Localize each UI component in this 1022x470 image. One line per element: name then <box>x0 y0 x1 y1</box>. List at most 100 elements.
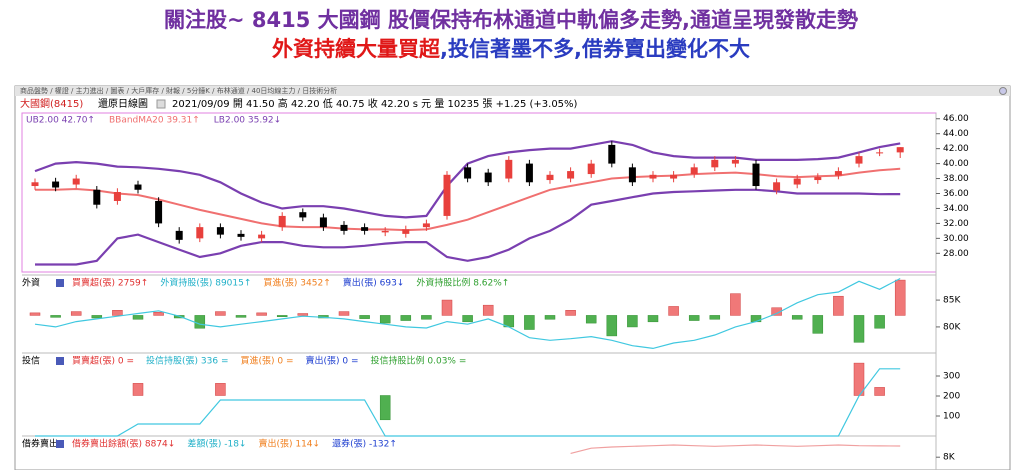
bar <box>627 315 638 328</box>
candle-body <box>113 192 121 201</box>
candle-body <box>773 182 781 191</box>
bar <box>379 315 391 324</box>
headline-2b: ,投信著墨不多,借券賣出變化不大 <box>440 37 750 61</box>
candle-body <box>567 171 575 179</box>
quote: 2021/09/09 開 41.50 高 42.20 低 40.75 收 42.… <box>172 97 578 110</box>
bar <box>668 306 679 316</box>
toggle[interactable] <box>156 99 166 109</box>
bar <box>874 387 885 396</box>
legend-entry: 賣出(張) 0 = <box>306 355 359 367</box>
bar <box>276 315 288 317</box>
bar <box>132 383 144 396</box>
y-tick-label: 44.00 <box>943 129 969 139</box>
y-tick-label: 100 <box>943 412 960 422</box>
candle-body <box>711 159 719 168</box>
legend-entry: 差額(張) -18↓ <box>187 438 246 450</box>
candle-body <box>649 174 657 179</box>
headline-2a: 外資持續大量買超 <box>272 37 441 61</box>
panel-label: 借券賣出 <box>22 438 58 450</box>
headline-2: 外資持續大量買超,投信著墨不多,借券賣出變化不大 <box>272 37 750 61</box>
line <box>34 277 901 350</box>
bar <box>730 293 741 316</box>
close-button[interactable] <box>999 87 1007 95</box>
candle-body <box>464 167 472 179</box>
legend-entry: 買賣超(張) 2759↑ <box>72 277 148 289</box>
legend-entry: 賣出(張) 114↓ <box>258 438 320 450</box>
bar <box>833 295 844 316</box>
bar <box>153 311 164 316</box>
bar <box>853 315 865 343</box>
y-tick-label: 34.00 <box>943 204 969 214</box>
legend-entry: 還券(張) -132↑ <box>332 438 397 450</box>
candle-body <box>93 189 101 205</box>
candle-body <box>216 227 224 235</box>
chart-kind[interactable]: 還原日線圖 <box>98 97 148 110</box>
candle-body <box>608 144 616 164</box>
candle-body <box>299 212 307 218</box>
candle-body <box>731 159 739 164</box>
legend-entry: 投信持股比例 0.03% = <box>371 355 467 367</box>
bar <box>91 315 103 319</box>
bar <box>441 299 453 316</box>
bar <box>812 315 824 334</box>
line <box>570 444 901 454</box>
y-tick-label: 38.00 <box>943 174 969 184</box>
candle-body <box>196 227 204 239</box>
candle-body <box>134 184 142 190</box>
bar <box>544 315 556 320</box>
candle-body <box>628 167 636 183</box>
legend-entry: UB2.00 42.70↑ <box>26 116 95 126</box>
y-tick-label: 300 <box>943 372 960 382</box>
bar <box>50 315 61 318</box>
bar <box>359 315 370 319</box>
candle-body <box>72 178 80 185</box>
candle-body <box>278 215 286 228</box>
candle-body <box>340 224 348 231</box>
candle-body <box>258 234 266 239</box>
panel-icon <box>56 440 64 448</box>
tabs[interactable]: 商品盤勢 / 權證 / 主力進出 / 圖表 / 大戶庫存 / 財報 / 5分鐘K… <box>20 86 337 95</box>
legend-entry: 投信持股(張) 336 = <box>146 355 228 367</box>
legend-entry: 買進(張) 0 = <box>240 355 293 367</box>
candle-body <box>52 181 60 188</box>
y-tick-label: 46.00 <box>943 114 969 124</box>
candle-body <box>381 230 389 233</box>
bar <box>29 312 41 316</box>
line <box>35 368 901 437</box>
y-tick-label: 40.00 <box>943 159 969 169</box>
candle-body <box>422 223 430 228</box>
panel-icon <box>56 279 64 287</box>
legend-entry: 賣出(張) 693↓ <box>343 277 405 289</box>
bar <box>256 312 267 316</box>
y-tick-label: 200 <box>943 392 960 402</box>
bar <box>297 313 309 316</box>
window <box>14 85 1011 470</box>
bar <box>585 315 597 324</box>
line <box>35 188 901 266</box>
candle-body <box>525 163 533 183</box>
candle-body <box>896 147 904 153</box>
candle-body <box>443 174 451 216</box>
panel-icon <box>56 357 64 365</box>
candle-body <box>155 200 163 224</box>
candle-body <box>670 174 678 179</box>
candle-body <box>546 174 554 181</box>
panel-label: 外資 <box>22 277 40 289</box>
bar <box>462 315 473 323</box>
bar <box>194 315 206 329</box>
candle-body <box>237 233 245 237</box>
legend-entry: LB2.00 35.92↓ <box>214 116 281 126</box>
bar <box>379 395 391 421</box>
panel-label: 投信 <box>22 355 40 367</box>
bar <box>791 315 803 320</box>
candle-body <box>814 177 822 181</box>
candle-body <box>505 159 513 179</box>
candle-body <box>319 217 327 228</box>
y-tick-label: 30.00 <box>943 234 969 244</box>
stock-name: 大國鋼(8415) <box>20 97 83 110</box>
y-tick-label: 42.00 <box>943 144 969 154</box>
y-tick-label: 36.00 <box>943 189 969 199</box>
bar <box>235 315 247 318</box>
legend-entry: 外資持股(張) 89015↑ <box>160 277 251 289</box>
